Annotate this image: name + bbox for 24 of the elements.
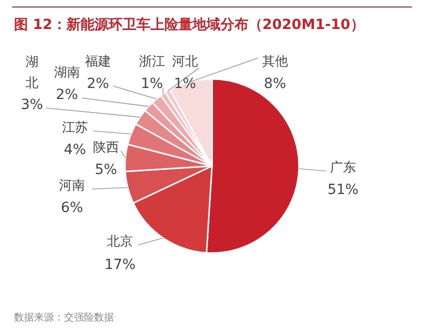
slice-label: 福建	[85, 54, 111, 70]
slice-label: 湖北	[26, 54, 38, 90]
data-label: 5%	[94, 162, 118, 178]
source-note: 数据来源：交强险数据	[14, 312, 114, 324]
slice-label: 浙江	[139, 54, 165, 70]
chart-title: 图 12：新能源环卫车上险量地域分布（2020M1-10）	[14, 16, 364, 33]
data-label: 6%	[60, 200, 84, 216]
slice-label: 湖南	[54, 66, 80, 80]
data-label: 51%	[327, 182, 359, 198]
slice-label: 陕西	[93, 140, 119, 156]
data-label: 17%	[104, 257, 136, 273]
data-label: 1%	[174, 76, 196, 92]
slice-label: 河南	[59, 178, 85, 194]
data-label: 2%	[86, 76, 110, 92]
slice-label: 江苏	[62, 120, 88, 136]
data-label: 8%	[264, 76, 286, 92]
slice-label: 河北	[172, 54, 198, 70]
slice-label: 其他	[262, 54, 288, 70]
slice-label: 广东	[330, 160, 356, 176]
data-label: 1%	[140, 76, 164, 92]
data-label: 3%	[20, 97, 44, 113]
slice-label: 北京	[107, 234, 133, 250]
data-label: 4%	[64, 142, 86, 158]
data-label: 2%	[56, 87, 78, 103]
